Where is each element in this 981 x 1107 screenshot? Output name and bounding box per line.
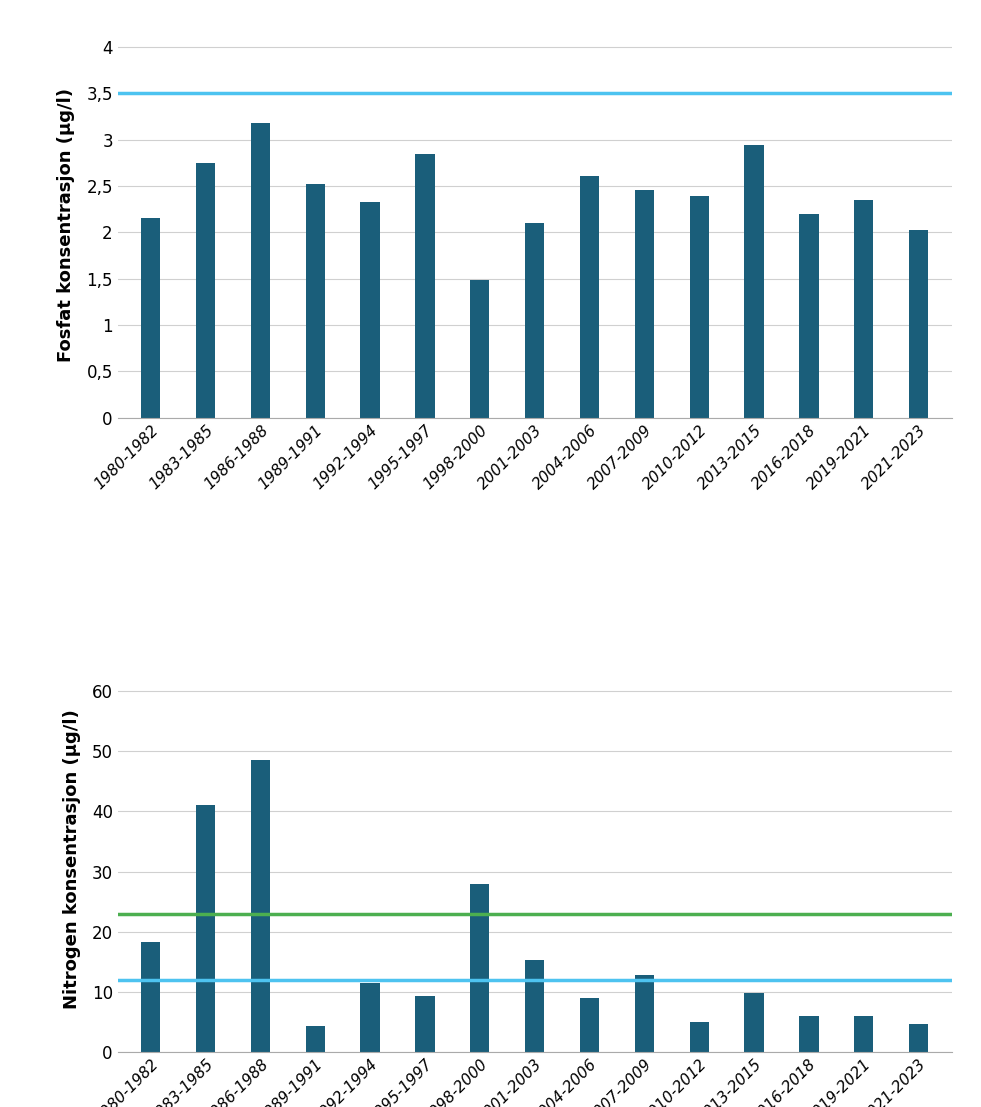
Bar	[525, 223, 544, 417]
Bar	[360, 201, 380, 417]
Bar	[141, 942, 160, 1052]
Bar	[854, 200, 873, 417]
Bar	[800, 214, 818, 417]
Bar	[251, 123, 270, 417]
Bar	[909, 230, 928, 417]
Bar	[470, 280, 490, 417]
Bar	[415, 154, 435, 417]
Bar	[580, 176, 599, 417]
Bar	[470, 883, 490, 1052]
Bar	[196, 806, 215, 1052]
Bar	[854, 1015, 873, 1052]
Bar	[690, 196, 709, 417]
Bar	[415, 996, 435, 1052]
Bar	[196, 163, 215, 417]
Bar	[635, 975, 654, 1052]
Bar	[800, 1015, 818, 1052]
Bar	[141, 218, 160, 417]
Bar	[745, 993, 763, 1052]
Bar	[306, 184, 325, 417]
Bar	[580, 997, 599, 1052]
Bar	[525, 961, 544, 1052]
Bar	[360, 983, 380, 1052]
Bar	[690, 1022, 709, 1052]
Bar	[909, 1024, 928, 1052]
Y-axis label: Fosfat konsentrasjon (µg/l): Fosfat konsentrasjon (µg/l)	[57, 89, 76, 362]
Bar	[251, 761, 270, 1052]
Bar	[306, 1026, 325, 1052]
Bar	[745, 145, 763, 417]
Y-axis label: Nitrogen konsentrasjon (µg/l): Nitrogen konsentrasjon (µg/l)	[63, 710, 80, 1010]
Bar	[635, 189, 654, 417]
